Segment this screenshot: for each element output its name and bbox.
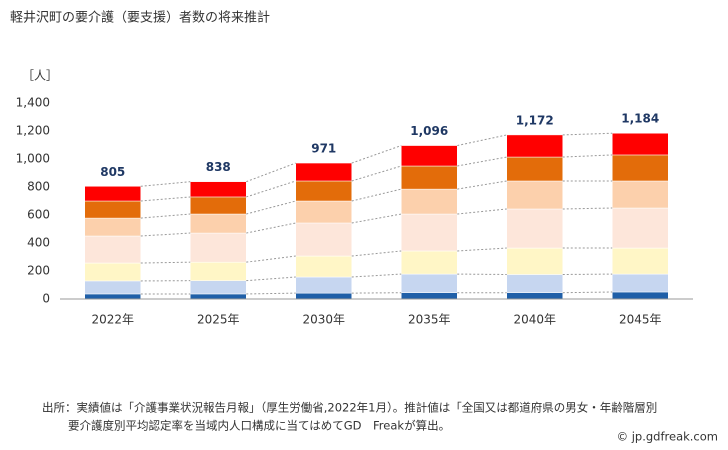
bar-segment: [190, 213, 247, 234]
bar-segment: [401, 165, 458, 190]
bar-segment: [190, 181, 247, 198]
y-tick-label: 600: [27, 208, 50, 222]
connector: [457, 134, 507, 147]
bar-segment: [612, 132, 669, 156]
connector: [562, 154, 613, 158]
connector: [140, 261, 191, 264]
bar-segment: [612, 247, 669, 275]
connector: [457, 156, 507, 167]
y-tick-label: 0: [42, 292, 50, 306]
bar-segment: [190, 196, 247, 215]
bar-segment: [84, 200, 141, 219]
connector: [140, 213, 191, 219]
bar-segment: [401, 145, 458, 167]
bar-segment: [506, 134, 563, 158]
bar-segment: [506, 274, 563, 293]
footnote: 出所：実績値は「介護事業状況報告月報」（厚生労働省,2022年1月）。推計値は「…: [42, 401, 657, 415]
connector: [246, 180, 296, 198]
connector: [457, 180, 507, 190]
y-tick-label: 1,400: [16, 96, 50, 110]
connector: [351, 188, 402, 202]
bar-segment: [401, 273, 458, 293]
bar-segment: [612, 273, 669, 293]
total-label: 805: [100, 165, 125, 179]
credit: © jp.gdfreak.com: [617, 430, 718, 444]
y-tick-label: 800: [27, 180, 50, 194]
connector: [351, 273, 402, 278]
bar-segment: [612, 207, 669, 249]
bar-segment: [84, 280, 141, 295]
bar-segment: [612, 180, 669, 209]
connector: [562, 132, 613, 136]
x-tick-label: 2030年: [302, 313, 345, 327]
bar-segment: [84, 217, 141, 237]
total-label: 1,172: [516, 113, 554, 127]
bar-segment: [401, 250, 458, 275]
chart-title: 軽井沢町の要介護（要支援）者数の将来推計: [10, 10, 270, 26]
total-label: 838: [206, 160, 231, 174]
bar-segment: [190, 232, 247, 263]
bar-segment: [84, 186, 141, 202]
bar-segment: [401, 213, 458, 252]
footnote: 要介護度別平均認定率を当域内人口構成に当てはめてGD Freakが算出。: [68, 419, 450, 433]
bar-segment: [401, 188, 458, 215]
bar-segment: [612, 154, 669, 182]
connector: [140, 181, 191, 187]
bar-segment: [190, 280, 247, 295]
bar-segment: [190, 293, 247, 300]
x-tick-label: 2040年: [513, 313, 556, 327]
bar-segment: [84, 293, 141, 300]
connector: [246, 222, 296, 234]
connector: [246, 200, 296, 215]
y-tick-label: 200: [27, 264, 50, 278]
total-label: 1,184: [621, 112, 659, 126]
bar-segment: [295, 200, 352, 224]
connector: [140, 232, 191, 237]
connector: [246, 292, 296, 295]
bar-segment: [295, 276, 352, 294]
bar-segment: [612, 291, 669, 300]
bar-segment: [84, 235, 141, 264]
connector: [246, 255, 296, 263]
connector: [457, 208, 507, 215]
connector: [457, 247, 507, 252]
bar-segment: [295, 255, 352, 278]
x-tick-label: 2022年: [91, 313, 134, 327]
connector: [351, 145, 402, 164]
bar-segment: [506, 156, 563, 182]
x-tick-label: 2045年: [619, 313, 662, 327]
y-unit: ［人］: [22, 69, 58, 83]
x-tick-label: 2025年: [197, 313, 240, 327]
y-tick-label: 400: [27, 236, 50, 250]
total-label: 1,096: [410, 124, 448, 138]
connector: [351, 250, 402, 257]
connector: [351, 165, 402, 182]
y-tick-label: 1,200: [16, 124, 50, 138]
connector: [140, 196, 191, 202]
bar-segment: [506, 208, 563, 249]
connector: [351, 213, 402, 224]
x-tick-label: 2035年: [408, 313, 451, 327]
bar-segment: [295, 222, 352, 257]
bar-segment: [506, 292, 563, 300]
connector: [562, 291, 613, 294]
connector: [562, 207, 613, 210]
total-label: 971: [311, 142, 336, 156]
bar-segment: [506, 180, 563, 210]
bar-segment: [506, 247, 563, 275]
y-tick-label: 1,000: [16, 152, 50, 166]
bar-segment: [295, 292, 352, 300]
connector: [246, 162, 296, 183]
connector: [246, 276, 296, 282]
bar-segment: [84, 262, 141, 282]
bar-segment: [295, 180, 352, 202]
bar-segment: [190, 261, 247, 281]
bar-segment: [401, 292, 458, 300]
bar-segment: [295, 162, 352, 182]
